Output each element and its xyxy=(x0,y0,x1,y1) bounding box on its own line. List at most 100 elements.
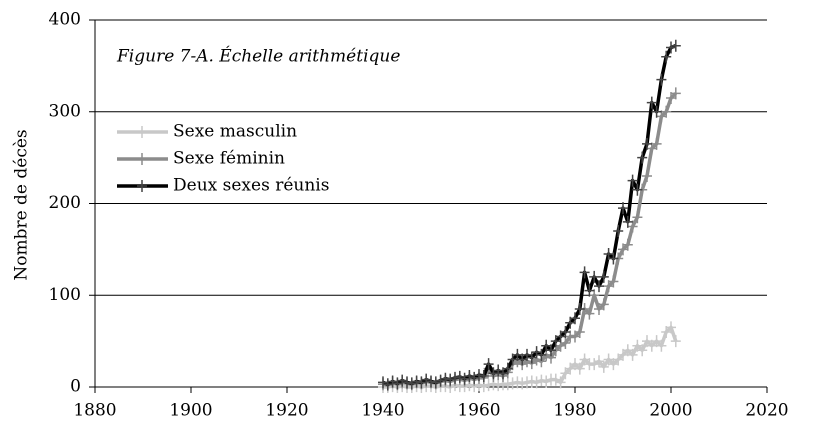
marker xyxy=(560,325,571,338)
marker xyxy=(493,379,504,392)
marker xyxy=(589,358,600,371)
marker xyxy=(560,336,571,349)
marker xyxy=(502,378,513,391)
marker xyxy=(651,105,662,118)
marker xyxy=(502,362,513,375)
marker xyxy=(642,169,652,182)
x-tick-label: 1880 xyxy=(73,401,116,421)
marker xyxy=(574,362,585,375)
marker xyxy=(483,379,494,392)
y-tick-label: 0 xyxy=(70,377,81,397)
legend-label: Deux sexes réunis xyxy=(173,176,329,196)
marker xyxy=(646,96,657,109)
marker xyxy=(507,377,518,390)
marker xyxy=(666,321,676,334)
y-axis-label: Nombre de décès xyxy=(12,129,32,280)
marker xyxy=(651,137,662,150)
marker xyxy=(392,377,403,390)
marker xyxy=(666,41,676,54)
marker xyxy=(426,375,436,388)
marker xyxy=(594,280,604,293)
marker xyxy=(459,372,470,385)
marker xyxy=(137,126,147,138)
marker xyxy=(598,298,609,311)
marker xyxy=(584,307,595,320)
marker xyxy=(598,360,609,373)
marker xyxy=(642,137,652,150)
marker xyxy=(137,153,147,165)
marker xyxy=(608,252,619,265)
marker xyxy=(517,377,528,390)
marker xyxy=(512,376,523,389)
x-tick-label: 1900 xyxy=(169,401,212,421)
marker xyxy=(555,376,566,389)
marker xyxy=(478,369,489,382)
marker xyxy=(622,238,633,251)
marker xyxy=(613,225,624,238)
x-tick-label: 1940 xyxy=(361,401,404,421)
x-tick-label: 2020 xyxy=(745,401,788,421)
marker xyxy=(670,39,681,52)
marker xyxy=(406,377,417,390)
marker xyxy=(574,303,585,316)
legend-label: Sexe masculin xyxy=(173,122,297,142)
marker xyxy=(637,151,648,164)
marker xyxy=(670,87,681,100)
marker xyxy=(656,73,667,86)
marker xyxy=(627,348,638,361)
marker xyxy=(522,376,532,389)
marker xyxy=(526,351,537,364)
marker xyxy=(440,372,451,385)
marker xyxy=(584,284,595,297)
marker xyxy=(632,211,643,224)
marker xyxy=(632,183,643,196)
marker xyxy=(536,374,547,387)
marker xyxy=(435,374,446,387)
marker xyxy=(541,375,552,388)
marker xyxy=(661,105,672,118)
marker xyxy=(483,358,494,371)
x-tick-label: 1920 xyxy=(265,401,308,421)
marker xyxy=(526,375,537,388)
y-tick-label: 100 xyxy=(49,285,81,305)
marker xyxy=(670,335,681,348)
marker xyxy=(570,312,580,325)
marker xyxy=(622,215,633,228)
y-tick-label: 200 xyxy=(49,193,81,213)
marker xyxy=(411,375,422,388)
marker xyxy=(531,376,542,389)
marker xyxy=(574,325,585,338)
marker xyxy=(421,373,432,386)
marker xyxy=(608,275,619,288)
marker xyxy=(378,376,388,389)
marker xyxy=(454,370,465,383)
marker xyxy=(522,348,532,361)
x-tick-label: 1980 xyxy=(553,401,596,421)
marker xyxy=(546,344,556,357)
marker xyxy=(627,174,638,187)
marker xyxy=(382,378,393,391)
series-line xyxy=(382,44,677,386)
marker xyxy=(550,373,561,386)
marker xyxy=(579,266,590,279)
marker xyxy=(594,355,604,368)
marker xyxy=(488,367,499,380)
marker xyxy=(416,376,427,389)
marker xyxy=(531,346,542,359)
marker xyxy=(474,369,484,382)
marker xyxy=(430,376,441,389)
series-line xyxy=(382,92,678,387)
marker xyxy=(464,369,475,382)
y-tick-label: 400 xyxy=(49,10,81,30)
y-tick-label: 300 xyxy=(49,101,81,121)
marker xyxy=(387,375,398,388)
chart-title: Figure 7-A. Échelle arithmétique xyxy=(116,46,400,67)
marker xyxy=(397,374,408,387)
marker xyxy=(637,344,648,357)
marker xyxy=(137,180,147,192)
x-tick-label: 1960 xyxy=(457,401,500,421)
marker xyxy=(536,348,547,361)
marker xyxy=(445,373,456,386)
marker xyxy=(469,371,480,384)
